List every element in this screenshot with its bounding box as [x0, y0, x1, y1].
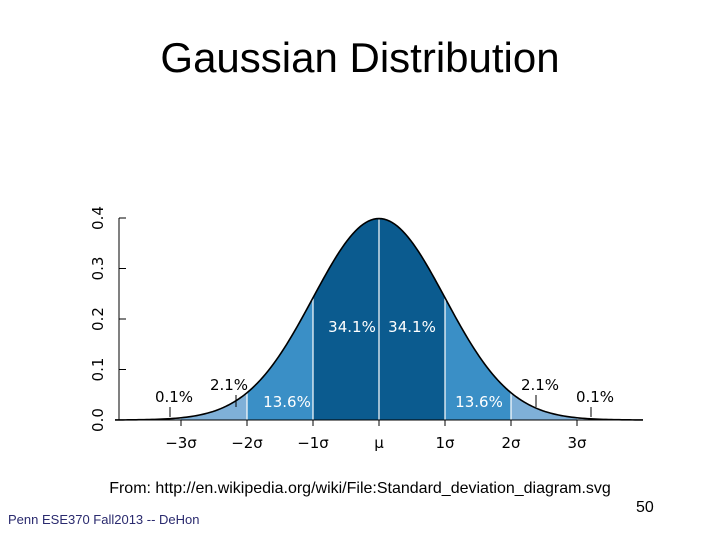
x-tick-label: −1σ	[297, 434, 329, 452]
x-tick-label: 3σ	[567, 434, 587, 452]
x-tick-label: 1σ	[435, 434, 455, 452]
region-percent-label: 34.1%	[328, 318, 376, 336]
footer-credit: Penn ESE370 Fall2013 -- DeHon	[8, 512, 200, 527]
slide-title: Gaussian Distribution	[160, 34, 560, 81]
region-percent-label: 13.6%	[455, 393, 503, 411]
y-tick-label: 0.3	[89, 257, 107, 281]
tail-percent-label: 0.1%	[576, 388, 614, 406]
page-number: 50	[636, 499, 654, 516]
x-tick-label: μ	[374, 434, 384, 452]
x-tick-label: 2σ	[501, 434, 521, 452]
region-0	[181, 392, 247, 420]
y-tick-label: 0.1	[89, 358, 107, 382]
y-tick-label: 0.4	[89, 206, 107, 230]
y-tick-label: 0.2	[89, 307, 107, 331]
plot-group: 0.0 0.1 0.2 0.3 0.4 −3σ −2σ −1σ μ 1σ 2σ 3σ 2.1% 13.6%…	[89, 206, 644, 452]
region-percent-label: 34.1%	[388, 318, 436, 336]
region-5	[511, 392, 577, 420]
region-percent-label: 13.6%	[263, 393, 311, 411]
region-percent-label: 2.1%	[210, 376, 248, 394]
tail-percent-label: 0.1%	[155, 388, 193, 406]
x-tick-label: −2σ	[231, 434, 263, 452]
density-curve	[114, 217, 644, 421]
y-tick-label: 0.0	[89, 408, 107, 432]
source-citation: From: http://en.wikipedia.org/wiki/File:…	[109, 480, 611, 497]
x-tick-label: −3σ	[165, 434, 197, 452]
gaussian-chart: 0.0 0.1 0.2 0.3 0.4 −3σ −2σ −1σ μ 1σ 2σ 3σ 2.1% 13.6%…	[89, 206, 644, 452]
region-percent-label: 2.1%	[521, 376, 559, 394]
